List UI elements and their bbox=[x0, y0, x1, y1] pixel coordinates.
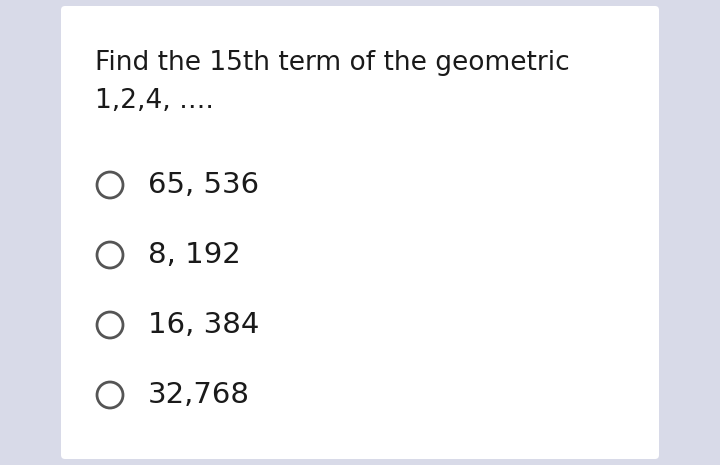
Text: 16, 384: 16, 384 bbox=[148, 311, 259, 339]
Text: 1,2,4, ….: 1,2,4, …. bbox=[95, 88, 214, 114]
FancyBboxPatch shape bbox=[61, 6, 659, 459]
Text: 65, 536: 65, 536 bbox=[148, 171, 259, 199]
Text: 32,768: 32,768 bbox=[148, 381, 250, 409]
Text: 8, 192: 8, 192 bbox=[148, 241, 240, 269]
Text: Find the 15th term of the geometric: Find the 15th term of the geometric bbox=[95, 50, 570, 76]
